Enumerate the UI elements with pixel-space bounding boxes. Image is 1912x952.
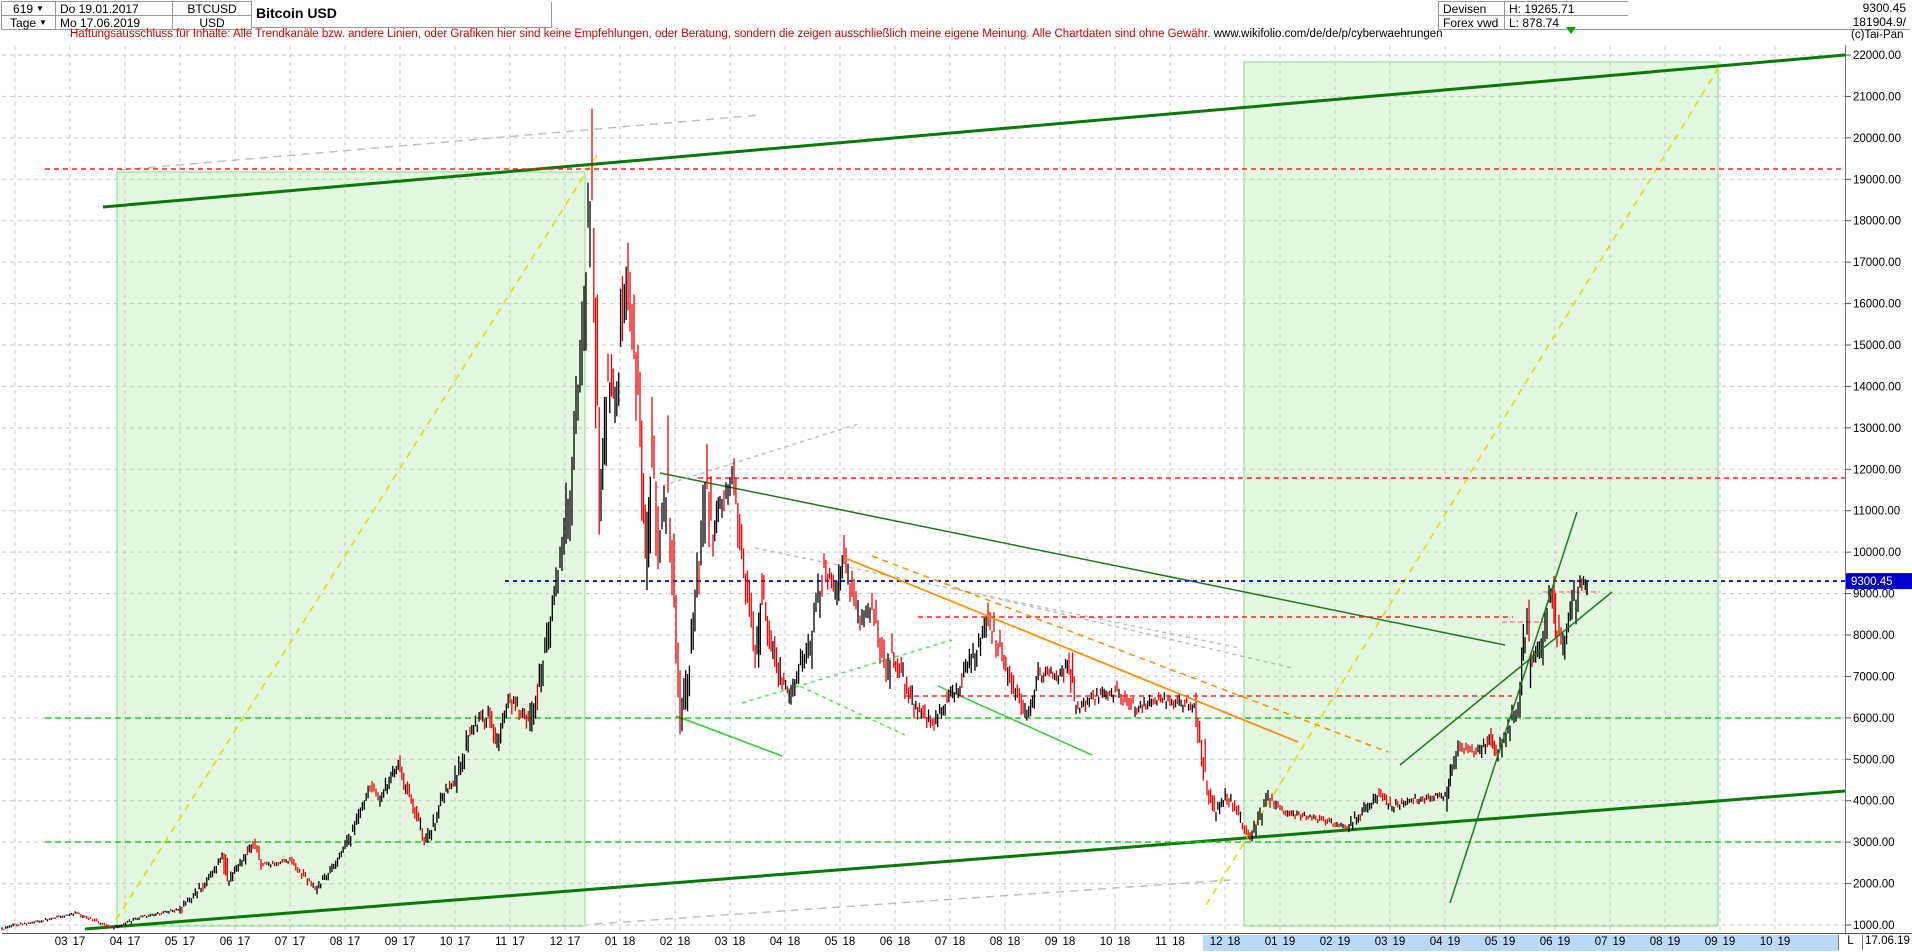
volume-label: 181904.9/ xyxy=(1628,15,1910,30)
month-label: 12 18 xyxy=(1209,936,1241,948)
svg-text:8000.00: 8000.00 xyxy=(1853,630,1895,642)
month-label: 05 18 xyxy=(824,936,856,948)
month-label: 04 17 xyxy=(109,936,141,948)
last-price-label: 9300.45 xyxy=(1628,1,1910,16)
svg-text:4000.00: 4000.00 xyxy=(1853,796,1895,808)
instrument-title: Bitcoin USD xyxy=(252,2,552,28)
svg-text:13000.00: 13000.00 xyxy=(1853,423,1901,435)
svg-text:15000.00: 15000.00 xyxy=(1853,340,1901,352)
month-label: 11 17 xyxy=(495,936,525,948)
svg-text:20000.00: 20000.00 xyxy=(1853,133,1901,145)
month-label: 09 17 xyxy=(384,936,416,948)
month-label: 01 18 xyxy=(604,936,636,948)
chevron-down-icon: ▼ xyxy=(39,18,47,27)
axis-end-date: 17.06.19 xyxy=(1865,935,1910,947)
svg-text:18000.00: 18000.00 xyxy=(1853,216,1901,228)
symbol-label: BTCUSD xyxy=(172,1,252,16)
svg-text:5000.00: 5000.00 xyxy=(1853,754,1895,766)
svg-text:3000.00: 3000.00 xyxy=(1853,837,1895,849)
disclaimer-text: Haftungsausschluss für Inhalte: Alle Tre… xyxy=(70,28,1443,40)
period-type-dropdown[interactable]: Tage ▼ xyxy=(1,15,56,30)
month-label: 01 19 xyxy=(1264,936,1296,948)
month-label: 06 17 xyxy=(219,936,251,948)
month-label: 02 19 xyxy=(1319,936,1351,948)
svg-text:10000.00: 10000.00 xyxy=(1853,547,1901,559)
currency-label: USD xyxy=(172,15,252,30)
svg-text:7000.00: 7000.00 xyxy=(1853,671,1895,683)
market-type-label: Devisen xyxy=(1438,1,1505,16)
month-label: 03 17 xyxy=(54,936,86,948)
svg-text:11000.00: 11000.00 xyxy=(1853,506,1900,518)
month-label: 04 19 xyxy=(1429,936,1461,948)
month-label: 03 19 xyxy=(1374,936,1406,948)
svg-text:21000.00: 21000.00 xyxy=(1853,91,1901,103)
month-label: 05 19 xyxy=(1484,936,1516,948)
range-high-label: H: 19265.71 xyxy=(1504,1,1629,16)
month-label: 10 17 xyxy=(439,936,471,948)
disclaimer-url[interactable]: www.wikifolio.com/de/de/p/cyberwaehrunge… xyxy=(1213,28,1443,40)
month-label: 03 18 xyxy=(714,936,746,948)
month-label: 12 17 xyxy=(549,936,581,948)
data-source-label: Forex vwd xyxy=(1438,15,1505,30)
month-label: 10 19 xyxy=(1759,936,1791,948)
svg-text:6000.00: 6000.00 xyxy=(1853,713,1895,725)
date-to-field[interactable]: Mo 17.06.2019 xyxy=(55,15,173,30)
date-axis-highlight xyxy=(1203,935,1839,951)
period-count-dropdown[interactable]: 619 ▼ xyxy=(1,1,56,16)
month-label: 06 19 xyxy=(1539,936,1571,948)
linear-scale-toggle[interactable]: L xyxy=(1838,935,1863,950)
svg-text:22000.00: 22000.00 xyxy=(1853,50,1901,62)
month-label: 07 17 xyxy=(274,936,306,948)
period-count-value: 619 xyxy=(13,2,34,16)
month-label: 10 18 xyxy=(1099,936,1131,948)
date-axis[interactable]: 03 17 04 17 05 17 06 17 07 17 08 17 09 17 10 17 11 17 12 17… xyxy=(0,934,1912,952)
svg-text:2000.00: 2000.00 xyxy=(1853,879,1895,891)
svg-text:17000.00: 17000.00 xyxy=(1853,257,1901,269)
current-bar-marker-icon xyxy=(1566,27,1576,34)
tai-pan-watermark: (c)Tai-Pan xyxy=(1851,29,1904,41)
month-label: 02 18 xyxy=(659,936,691,948)
svg-text:14000.00: 14000.00 xyxy=(1853,381,1901,393)
svg-text:1000.00: 1000.00 xyxy=(1853,920,1895,932)
month-label: 11 18 xyxy=(1155,936,1185,948)
month-label: 08 19 xyxy=(1649,936,1681,948)
svg-text:9300.45: 9300.45 xyxy=(1851,576,1893,588)
month-label: 06 18 xyxy=(879,936,911,948)
month-label: 08 17 xyxy=(329,936,361,948)
svg-text:16000.00: 16000.00 xyxy=(1853,299,1901,311)
price-chart-canvas[interactable]: 1000.00 2000.00 3000.00 4000.00 5000.00 6000.… xyxy=(0,45,1912,934)
date-from-field[interactable]: Do 19.01.2017 xyxy=(55,1,173,16)
svg-text:19000.00: 19000.00 xyxy=(1853,174,1901,186)
svg-text:12000.00: 12000.00 xyxy=(1853,464,1901,476)
month-label: 08 18 xyxy=(989,936,1021,948)
chevron-down-icon: ▼ xyxy=(36,4,44,13)
month-label: 09 19 xyxy=(1704,936,1736,948)
month-label: 07 19 xyxy=(1594,936,1626,948)
period-type-value: Tage xyxy=(10,16,37,30)
month-label: 07 18 xyxy=(934,936,966,948)
disclaimer-body: Haftungsausschluss für Inhalte: Alle Tre… xyxy=(70,28,1211,40)
month-label: 09 18 xyxy=(1044,936,1076,948)
month-label: 05 17 xyxy=(164,936,196,948)
month-label: 04 18 xyxy=(769,936,801,948)
svg-text:9000.00: 9000.00 xyxy=(1853,589,1895,601)
